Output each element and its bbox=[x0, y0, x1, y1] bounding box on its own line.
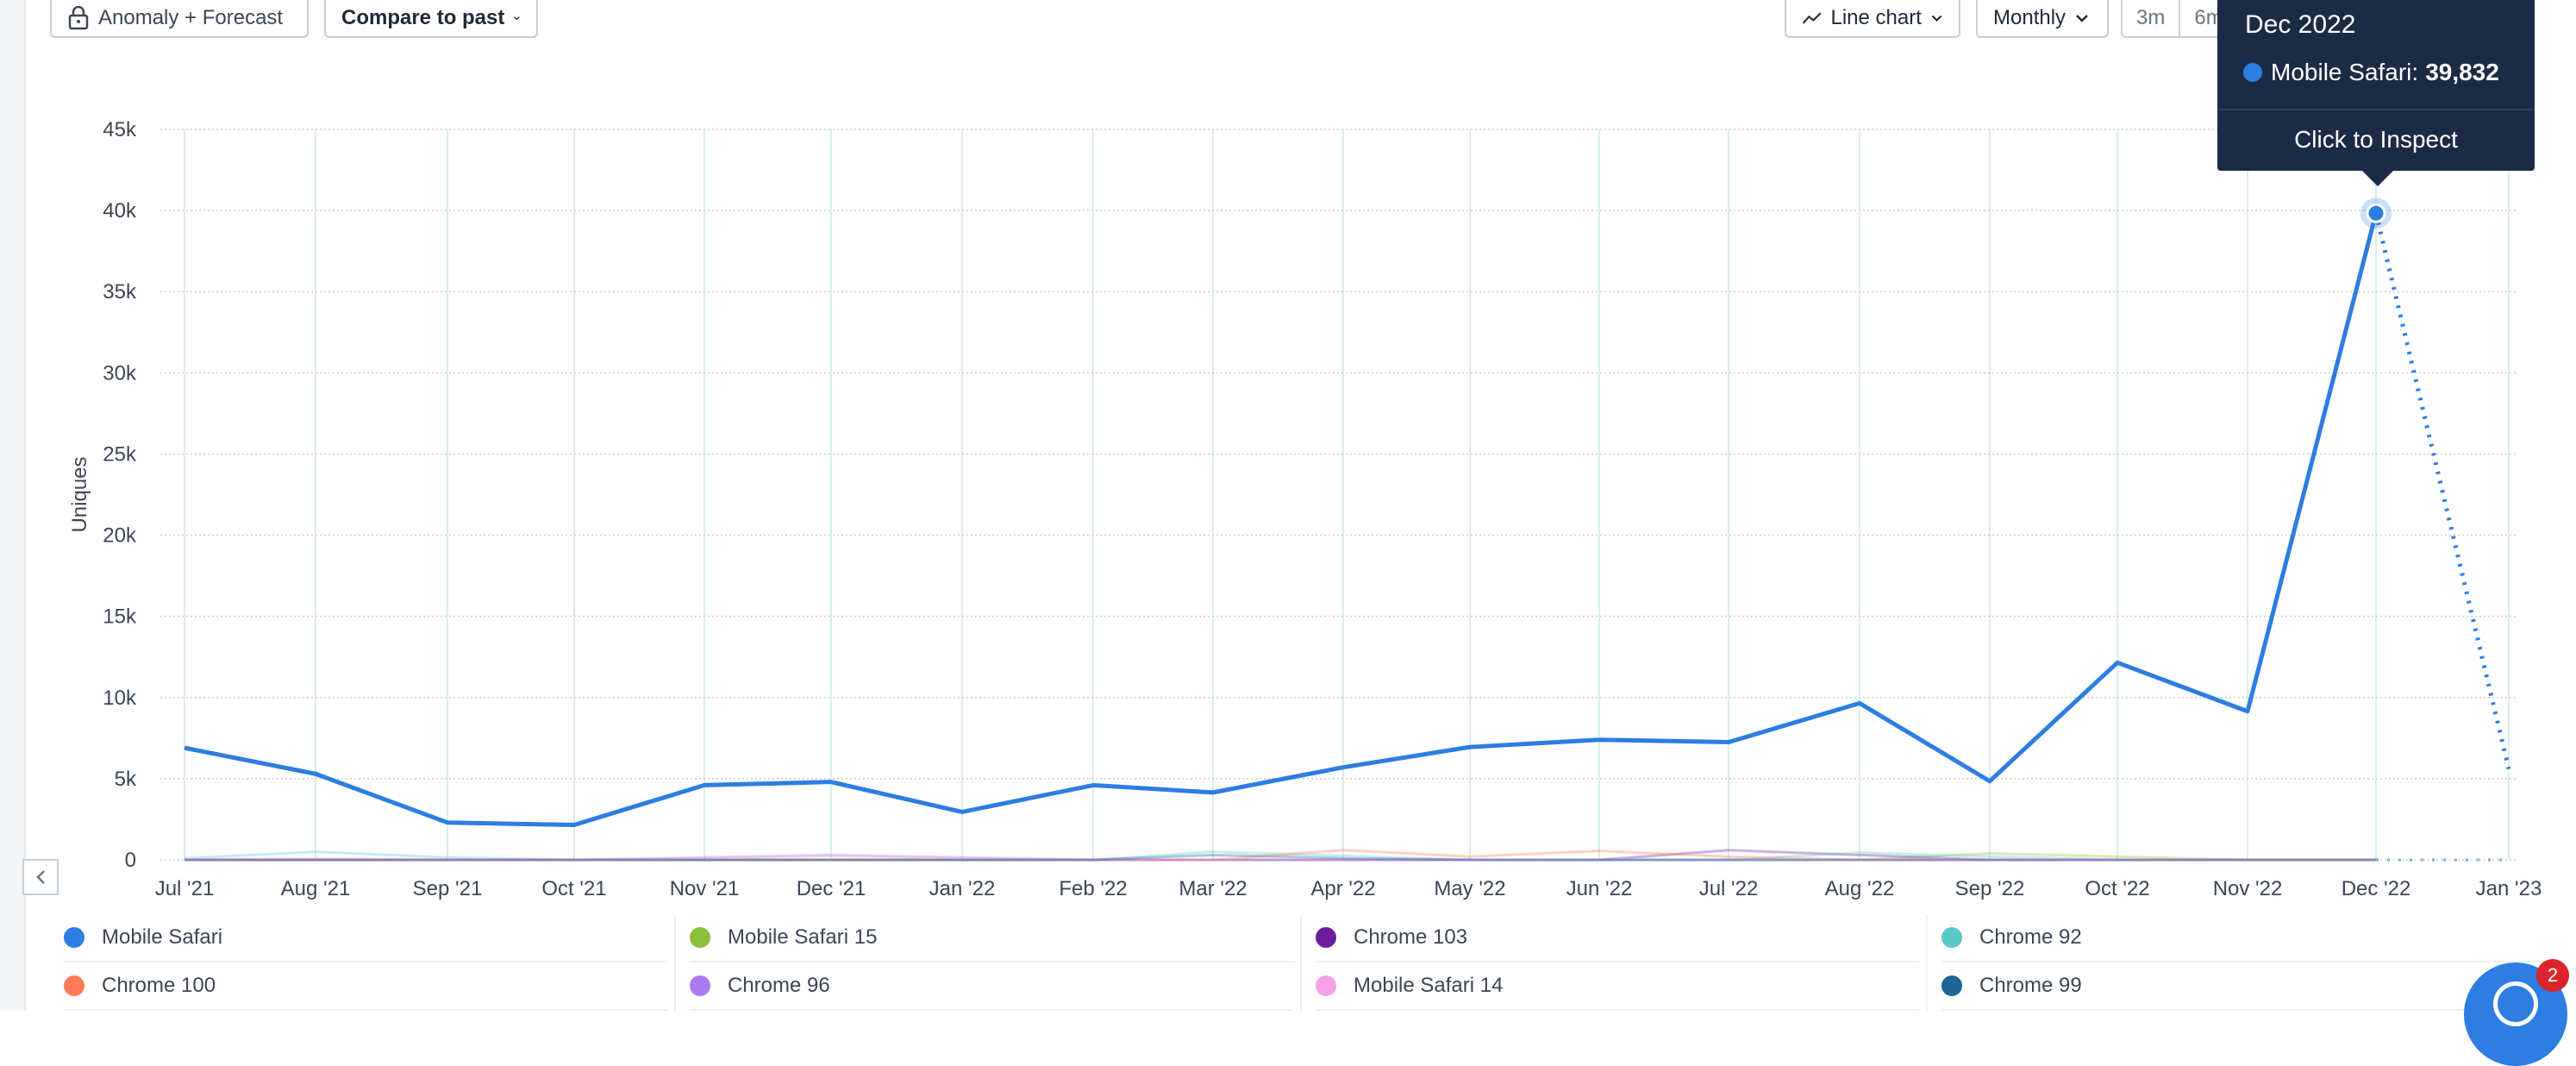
highlight-point bbox=[2366, 203, 2386, 223]
legend-label: Chrome 99 bbox=[1979, 974, 2082, 997]
chevron-down-icon bbox=[2076, 15, 2088, 22]
series-line bbox=[184, 853, 2376, 862]
x-tick-label: May '22 bbox=[1434, 877, 1505, 900]
tooltip-value: 39,832 bbox=[2425, 59, 2499, 85]
interval-label: Monthly bbox=[1993, 6, 2066, 29]
legend-label: Chrome 100 bbox=[102, 974, 216, 997]
y-tick-label: 20k bbox=[103, 524, 137, 548]
legend-label: Mobile Safari bbox=[102, 925, 223, 949]
line-chart-icon bbox=[1802, 12, 1822, 24]
legend-item[interactable]: Mobile Safari 14 bbox=[1316, 963, 1919, 1011]
legend-color-dot bbox=[690, 927, 710, 948]
series-line bbox=[184, 850, 2376, 862]
x-tick-label: Aug '21 bbox=[281, 877, 351, 900]
y-tick-label: 30k bbox=[103, 361, 137, 385]
chart-type-label: Line chart bbox=[1830, 6, 1922, 29]
x-tick-label: Jan '23 bbox=[2476, 877, 2542, 900]
series-line bbox=[184, 849, 2376, 862]
x-tick-label: Jul '22 bbox=[1699, 877, 1759, 900]
legend-divider bbox=[1300, 914, 1302, 1011]
y-tick-label: 25k bbox=[103, 442, 137, 466]
x-tick-label: Nov '22 bbox=[2213, 877, 2283, 900]
y-tick-label: 45k bbox=[103, 118, 137, 141]
x-tick-label: Oct '21 bbox=[541, 877, 606, 900]
left-panel-edge bbox=[0, 0, 26, 1011]
range-3m[interactable]: 3m bbox=[2123, 0, 2181, 36]
click-to-inspect[interactable]: Click to Inspect bbox=[2294, 126, 2458, 153]
x-tick-label: Dec '21 bbox=[797, 877, 866, 900]
chevron-left-icon bbox=[36, 870, 45, 884]
x-tick-label: Sep '22 bbox=[1955, 877, 2025, 900]
legend-color-dot bbox=[1316, 927, 1336, 948]
legend-item[interactable]: Chrome 100 bbox=[64, 963, 667, 1011]
series-line bbox=[184, 851, 2376, 862]
legend-item[interactable]: Mobile Safari 15 bbox=[690, 914, 1293, 963]
x-tick-label: Sep '21 bbox=[413, 877, 483, 900]
y-tick-label: 0 bbox=[125, 849, 136, 872]
data-point-tooltip[interactable]: Dec 2022 Mobile Safari: 39,832 Click to … bbox=[2217, 0, 2535, 171]
x-tick-label: Mar '22 bbox=[1179, 877, 1247, 900]
tooltip-date: Dec 2022 bbox=[2245, 10, 2356, 39]
legend-divider bbox=[674, 914, 676, 1011]
collapse-panel-button[interactable] bbox=[22, 859, 59, 895]
interval-dropdown[interactable]: Monthly bbox=[1976, 0, 2109, 38]
x-tick-label: Apr '22 bbox=[1310, 877, 1375, 900]
x-tick-label: Dec '22 bbox=[2342, 877, 2411, 900]
legend-color-dot bbox=[1316, 975, 1336, 996]
legend-label: Chrome 92 bbox=[1979, 925, 2082, 949]
y-tick-label: 10k bbox=[103, 687, 137, 710]
tooltip-arrow bbox=[2360, 169, 2395, 186]
x-tick-label: Nov '21 bbox=[670, 877, 740, 900]
series-color-dot bbox=[2243, 63, 2262, 82]
tooltip-series-name: Mobile Safari: bbox=[2271, 59, 2419, 85]
y-axis-label: Uniques bbox=[68, 456, 91, 532]
legend-item[interactable]: Chrome 99 bbox=[1941, 963, 2545, 1011]
chevron-down-icon bbox=[514, 16, 520, 21]
legend-item[interactable]: Chrome 96 bbox=[690, 963, 1293, 1011]
compare-to-past-label: Compare to past bbox=[341, 6, 505, 29]
x-tick-label: Aug '22 bbox=[1825, 877, 1895, 900]
lock-icon bbox=[68, 6, 89, 30]
legend-color-dot bbox=[690, 975, 710, 996]
notification-count-badge: 2 bbox=[2536, 959, 2569, 992]
series-line-mobile-safari bbox=[184, 212, 2379, 828]
legend-color-dot bbox=[1941, 975, 1962, 996]
y-tick-label: 35k bbox=[103, 280, 137, 304]
legend-color-dot bbox=[64, 975, 84, 996]
chart-type-dropdown[interactable]: Line chart bbox=[1785, 0, 1960, 38]
x-tick-label: Oct '22 bbox=[2085, 877, 2149, 900]
legend-label: Mobile Safari 14 bbox=[1354, 974, 1504, 997]
legend-item[interactable]: Chrome 92 bbox=[1941, 914, 2545, 963]
tooltip-divider bbox=[2217, 109, 2535, 110]
anomaly-forecast-button[interactable]: Anomaly + Forecast bbox=[50, 0, 309, 38]
legend-label: Chrome 103 bbox=[1354, 925, 1468, 949]
anomaly-forecast-label: Anomaly + Forecast bbox=[98, 6, 284, 29]
series-line bbox=[184, 853, 2376, 862]
legend-item[interactable]: Chrome 103 bbox=[1316, 914, 1919, 963]
help-logo-icon bbox=[2493, 981, 2538, 1026]
tooltip-series-row: Mobile Safari: 39,832 bbox=[2243, 59, 2499, 86]
x-tick-label: Feb '22 bbox=[1059, 877, 1127, 900]
y-tick-label: 5k bbox=[115, 768, 137, 791]
y-tick-label: 15k bbox=[103, 605, 137, 629]
series-line bbox=[184, 849, 2376, 862]
chart-legend: Mobile Safari Mobile Safari 15 Chrome 103 C… bbox=[24, 914, 2576, 1011]
legend-label: Mobile Safari 15 bbox=[728, 925, 878, 949]
x-tick-label: Jul '21 bbox=[155, 877, 215, 900]
legend-color-dot bbox=[1941, 927, 1962, 948]
chevron-down-icon bbox=[1931, 15, 1942, 22]
series-line bbox=[184, 854, 2376, 862]
forecast-line-mobile-safari bbox=[2373, 212, 2511, 770]
x-tick-label: Jun '22 bbox=[1566, 877, 1633, 900]
legend-color-dot bbox=[64, 927, 84, 948]
line-chart: 0 5k 10k 15k 20k 25k 30k 35k 40k 45k Uniques Jul '2… bbox=[68, 118, 2542, 900]
legend-label: Chrome 96 bbox=[728, 974, 830, 997]
legend-item[interactable]: Mobile Safari bbox=[64, 914, 667, 963]
legend-divider bbox=[1926, 914, 1928, 1011]
compare-to-past-button[interactable]: Compare to past bbox=[324, 0, 538, 38]
x-tick-label: Jan '22 bbox=[929, 877, 996, 900]
y-tick-label: 40k bbox=[103, 199, 137, 223]
